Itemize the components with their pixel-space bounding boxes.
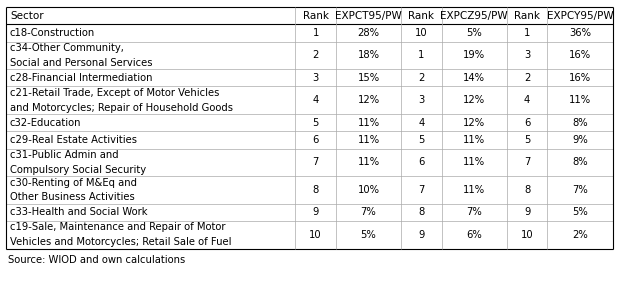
Text: c30-Renting of M&Eq and: c30-Renting of M&Eq and (10, 178, 137, 187)
Text: and Motorcycles; Repair of Household Goods: and Motorcycles; Repair of Household Goo… (10, 103, 233, 113)
Text: Rank: Rank (303, 11, 328, 21)
Text: Vehicles and Motorcycles; Retail Sale of Fuel: Vehicles and Motorcycles; Retail Sale of… (10, 237, 231, 247)
Text: 8%: 8% (572, 157, 588, 167)
Text: c29-Real Estate Activities: c29-Real Estate Activities (10, 135, 137, 145)
Text: 8: 8 (312, 185, 319, 195)
Text: 12%: 12% (463, 95, 485, 105)
Text: 5: 5 (524, 135, 531, 145)
Text: 4: 4 (524, 95, 531, 105)
Text: 15%: 15% (358, 73, 379, 83)
Text: 4: 4 (418, 118, 425, 128)
Text: 7: 7 (418, 185, 425, 195)
Text: 11%: 11% (569, 95, 591, 105)
Text: 1: 1 (524, 28, 531, 38)
Text: EXPCT95/PW: EXPCT95/PW (335, 11, 402, 21)
Text: c34-Other Community,: c34-Other Community, (10, 43, 124, 53)
Text: 9%: 9% (572, 135, 588, 145)
Text: 4: 4 (312, 95, 319, 105)
Text: 11%: 11% (463, 157, 485, 167)
Text: c33-Health and Social Work: c33-Health and Social Work (10, 207, 147, 217)
Text: 5%: 5% (361, 230, 376, 240)
Text: 7%: 7% (466, 207, 482, 217)
Text: 2: 2 (418, 73, 425, 83)
Text: c19-Sale, Maintenance and Repair of Motor: c19-Sale, Maintenance and Repair of Moto… (10, 223, 225, 232)
Text: Other Business Activities: Other Business Activities (10, 192, 135, 203)
Text: EXPCZ95/PW: EXPCZ95/PW (440, 11, 508, 21)
Text: Compulsory Social Security: Compulsory Social Security (10, 165, 146, 175)
Text: 2%: 2% (572, 230, 588, 240)
Text: Rank: Rank (409, 11, 434, 21)
Text: EXPCY95/PW: EXPCY95/PW (547, 11, 613, 21)
Text: 10: 10 (521, 230, 534, 240)
Text: Source: WIOD and own calculations: Source: WIOD and own calculations (8, 255, 185, 265)
Text: Rank: Rank (514, 11, 540, 21)
Text: 16%: 16% (569, 73, 591, 83)
Text: 10: 10 (415, 28, 428, 38)
Text: 5%: 5% (572, 207, 588, 217)
Text: 7%: 7% (361, 207, 376, 217)
Text: 12%: 12% (463, 118, 485, 128)
Text: 11%: 11% (463, 135, 485, 145)
Text: 6: 6 (312, 135, 319, 145)
Text: 8%: 8% (572, 118, 588, 128)
Text: 7: 7 (524, 157, 531, 167)
Text: 1: 1 (312, 28, 319, 38)
Text: 18%: 18% (358, 50, 379, 60)
Text: 10: 10 (309, 230, 322, 240)
Text: 8: 8 (524, 185, 531, 195)
Text: 2: 2 (312, 50, 319, 60)
Text: 2: 2 (524, 73, 531, 83)
Text: 6: 6 (418, 157, 425, 167)
Text: 3: 3 (418, 95, 425, 105)
Text: 9: 9 (524, 207, 531, 217)
Text: 11%: 11% (358, 135, 379, 145)
Text: c18-Construction: c18-Construction (10, 28, 95, 38)
Text: 5%: 5% (466, 28, 482, 38)
Text: 28%: 28% (358, 28, 379, 38)
Text: 11%: 11% (358, 118, 379, 128)
Text: 14%: 14% (463, 73, 485, 83)
Text: c21-Retail Trade, Except of Motor Vehicles: c21-Retail Trade, Except of Motor Vehicl… (10, 88, 220, 98)
Text: Sector: Sector (10, 11, 44, 21)
Text: c32-Education: c32-Education (10, 118, 81, 128)
Text: 19%: 19% (463, 50, 485, 60)
Text: 10%: 10% (358, 185, 379, 195)
Text: Social and Personal Services: Social and Personal Services (10, 58, 152, 68)
Text: 6: 6 (524, 118, 531, 128)
Text: 3: 3 (524, 50, 531, 60)
Text: 3: 3 (312, 73, 319, 83)
Text: 7: 7 (312, 157, 319, 167)
Text: 9: 9 (418, 230, 425, 240)
Text: c31-Public Admin and: c31-Public Admin and (10, 150, 119, 160)
Text: 7%: 7% (572, 185, 588, 195)
Text: c28-Financial Intermediation: c28-Financial Intermediation (10, 73, 152, 83)
Text: 16%: 16% (569, 50, 591, 60)
Text: 8: 8 (418, 207, 425, 217)
Text: 9: 9 (312, 207, 319, 217)
Text: 11%: 11% (463, 185, 485, 195)
Text: 5: 5 (418, 135, 425, 145)
Text: 1: 1 (418, 50, 425, 60)
Text: 6%: 6% (466, 230, 482, 240)
Text: 11%: 11% (358, 157, 379, 167)
Text: 36%: 36% (569, 28, 591, 38)
Text: 12%: 12% (358, 95, 379, 105)
Text: 5: 5 (312, 118, 319, 128)
